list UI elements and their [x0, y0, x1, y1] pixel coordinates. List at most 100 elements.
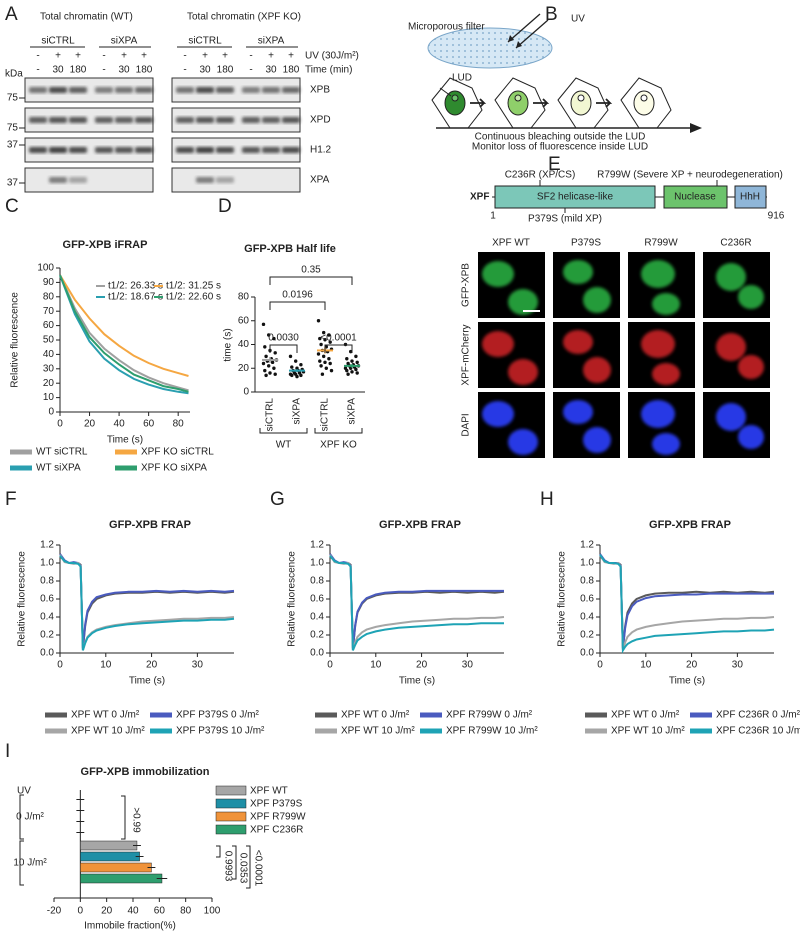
y-axis-label: Relative fluorescence: [557, 551, 568, 647]
data-point: [294, 359, 298, 363]
comparison-bracket: [216, 845, 221, 858]
band: [49, 87, 67, 93]
p-value: 0.0196: [282, 290, 313, 301]
data-point: [264, 373, 268, 378]
domain: [663, 185, 728, 209]
nucleus: [508, 289, 538, 315]
band: [69, 117, 87, 123]
x-tick-label: 40: [114, 419, 126, 430]
y-tick-label: 20: [43, 378, 55, 389]
uv-sign: -: [36, 51, 39, 62]
band: [49, 177, 67, 183]
band: [262, 147, 280, 153]
uv-sign: +: [268, 51, 274, 62]
protein-label: XPF: [470, 192, 489, 203]
lud-pointer: [439, 87, 452, 97]
y-tick-label: 0.8: [310, 576, 324, 587]
band: [216, 177, 234, 183]
data-point: [327, 357, 331, 361]
annotation: t1/2: 22.60 s: [166, 292, 221, 303]
data-point: [328, 340, 332, 344]
nucleus: [508, 429, 538, 455]
legend-label: XPF P379S 10 J/m²: [176, 726, 265, 737]
band: [69, 177, 87, 183]
y-tick-label: 0: [48, 407, 54, 418]
data-point: [350, 370, 354, 374]
data-point: [272, 366, 276, 370]
x-tick-label: siCTRL: [320, 398, 331, 432]
series-line: [329, 554, 505, 651]
data-point: [261, 322, 266, 327]
column-label: C236R: [720, 238, 751, 249]
band: [282, 117, 300, 123]
band: [176, 117, 194, 123]
legend-label: XPF P379S: [250, 799, 303, 810]
data-point: [263, 345, 267, 349]
domain-label: HhH: [740, 192, 760, 203]
blot-strip: [171, 167, 301, 193]
series-line: [59, 554, 235, 651]
row-label: GFP-XPB: [461, 263, 472, 307]
data-point: [324, 366, 328, 370]
x-axis-label: Time (s): [669, 676, 705, 687]
legend-label: XPF C236R: [250, 825, 303, 836]
y-tick-label: 80: [43, 291, 55, 302]
panel-letter: I: [5, 741, 10, 762]
legend-label: XPF WT 10 J/m²: [341, 726, 415, 737]
comparison-bracket: [246, 845, 251, 889]
marker-label: 75: [7, 93, 19, 104]
data-point: [323, 338, 327, 342]
y-tick-label: 0.2: [310, 630, 324, 641]
uv-sign: +: [141, 51, 147, 62]
data-point: [272, 336, 276, 341]
panel-letter: B: [545, 4, 558, 25]
y-tick-label: 0.0: [310, 648, 324, 659]
legend-swatch: [215, 811, 247, 822]
time-label: 30: [199, 65, 211, 76]
x-tick-label: 80: [173, 419, 185, 430]
row-label: H1.2: [310, 145, 332, 156]
band: [196, 117, 214, 123]
data-point: [355, 360, 359, 365]
legend-label: XPF C236R 10 J/m²: [716, 726, 800, 737]
group-bracket: [314, 428, 363, 434]
diagram-b: B Microporous filter UV LUD Continuous b…: [408, 4, 702, 153]
legend-label: XPF WT 0 J/m²: [71, 710, 140, 721]
time-label: 30: [52, 65, 64, 76]
sirna-label: siCTRL: [188, 36, 222, 47]
y-tick-label: 1.0: [40, 558, 54, 569]
row-label: XPA: [310, 175, 330, 186]
chart-title: GFP-XPB FRAP: [109, 519, 191, 531]
legend-swatch: [215, 798, 247, 809]
y-tick-label: 1.0: [310, 558, 324, 569]
nucleus: [583, 357, 611, 383]
x-tick-label: siXPA: [292, 398, 303, 425]
bar: [80, 873, 163, 884]
y-tick-label: 50: [43, 335, 55, 346]
category-axis-label: UV: [17, 786, 31, 797]
blot-title: Total chromatin (XPF KO): [187, 12, 301, 23]
x-tick-label: 0: [597, 660, 603, 671]
y-tick-label: 0.4: [580, 612, 594, 623]
x-tick-label: siCTRL: [265, 398, 276, 432]
time-label: -: [102, 65, 105, 76]
kda-label: kDa: [5, 69, 23, 80]
data-point: [263, 368, 267, 373]
y-tick-label: 20: [238, 363, 250, 374]
x-tick-label: siXPA: [347, 398, 358, 425]
data-point: [327, 333, 331, 337]
band: [282, 87, 300, 93]
x-tick-label: 60: [154, 906, 166, 917]
band: [135, 147, 153, 153]
sirna-label: siXPA: [111, 36, 138, 47]
series-line: [599, 554, 775, 654]
y-tick-label: 0.6: [40, 594, 54, 605]
comparison-bracket: [121, 795, 126, 840]
legend-swatch: [215, 824, 247, 835]
y-axis-label: Relative fluorescence: [17, 551, 28, 647]
panel-letter: H: [540, 489, 554, 510]
legend-label: XPF R799W 10 J/m²: [446, 726, 538, 737]
x-tick-label: 40: [127, 906, 139, 917]
group-bracket: [259, 428, 308, 434]
bar: [80, 851, 140, 862]
